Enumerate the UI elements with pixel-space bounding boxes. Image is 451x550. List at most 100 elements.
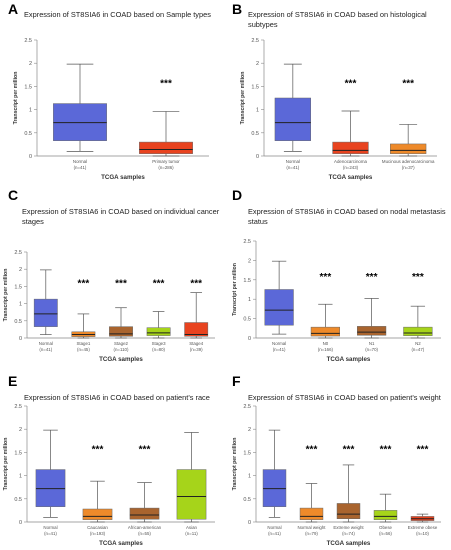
sample-count-label: (n=47) [411, 347, 424, 352]
x-tick-label: N2 [415, 341, 421, 346]
x-tick-label: Normal [286, 159, 300, 164]
box [357, 326, 387, 336]
x-tick-label: Extreme obese [408, 525, 438, 530]
box-group-1: Normal(n=41) [33, 269, 58, 352]
box-group-1: Normal(n=41) [35, 429, 66, 536]
significance-marker: *** [78, 278, 90, 289]
y-tick-label: 1 [256, 108, 259, 114]
sample-count-label: (n=56) [379, 531, 392, 536]
sample-count-label: (n=41) [286, 165, 299, 170]
box-group-4: *** Obese(n=56) [373, 444, 398, 536]
sample-count-label: (n=74) [342, 531, 355, 536]
sample-count-label: (n=41) [268, 531, 281, 536]
y-axis-label: Transcript per million [3, 438, 9, 491]
significance-marker: *** [160, 78, 172, 89]
x-tick-label: Normal [267, 525, 281, 530]
box [299, 507, 324, 520]
panel-letter: A [8, 1, 18, 17]
significance-marker: *** [306, 444, 318, 455]
chart-title: Expression of ST8SIA6 in COAD based on h… [248, 10, 427, 19]
box [129, 507, 160, 520]
box-group-3: *** Stage2(n=110) [109, 278, 133, 352]
y-tick-label: 2.5 [14, 250, 22, 256]
panel-c: C Expression of ST8SIA6 in COAD based on … [3, 187, 220, 363]
sample-count-label: (n=286) [158, 165, 174, 170]
box-group-3: *** Extreme weight(n=74) [333, 444, 364, 536]
y-tick-label: 1 [248, 297, 251, 303]
y-tick-label: 2 [19, 267, 22, 273]
sample-count-label: (n=10) [416, 531, 429, 536]
x-tick-label: Stage1 [76, 341, 90, 346]
significance-marker: *** [153, 278, 165, 289]
significance-marker: *** [92, 444, 104, 455]
box-group-2: *** Stage1(n=45) [71, 278, 96, 352]
y-tick-label: 1 [19, 302, 22, 308]
y-tick-label: 2.5 [243, 239, 251, 245]
y-tick-label: 2.5 [243, 404, 251, 410]
y-tick-label: 1.5 [14, 284, 22, 290]
sample-count-label: (n=37) [402, 165, 415, 170]
sample-count-label: (n=11) [185, 531, 198, 536]
y-tick-label: 1 [29, 108, 32, 114]
x-tick-label: Normal [39, 341, 53, 346]
box-group-4: *** Stage3(n=80) [146, 278, 171, 352]
significance-marker: *** [402, 78, 414, 89]
y-tick-label: 1.5 [243, 450, 251, 456]
x-tick-label: Normal [272, 341, 286, 346]
chart-title: Expression of ST8SIA6 in COAD based on i… [22, 207, 220, 216]
panel-b: B Expression of ST8SIA6 in COAD based on … [232, 1, 437, 181]
panel-e: E Expression of ST8SIA6 in COAD based on … [3, 373, 215, 547]
panel-letter: E [8, 373, 17, 389]
box [332, 141, 369, 154]
x-tick-label: Obese [379, 525, 392, 530]
box-group-4: *** N2(n=47) [403, 272, 433, 352]
sample-count-label: (n=41) [44, 531, 57, 536]
sample-count-label: (n=55) [138, 531, 151, 536]
y-tick-label: 1 [248, 474, 251, 480]
y-tick-label: 2 [248, 258, 251, 264]
sample-count-label: (n=41) [74, 165, 87, 170]
panel-f: F Expression of ST8SIA6 in COAD based on … [232, 373, 441, 547]
box [33, 298, 58, 327]
y-axis-label: Transcript per million [13, 72, 19, 125]
sample-count-label: (n=41) [39, 347, 52, 352]
sample-count-label: (n=243) [343, 165, 359, 170]
x-tick-label: Normal [73, 159, 87, 164]
box-group-3: *** Mucinous adenocarcinoma(n=37) [382, 78, 435, 170]
box-group-2: *** Adenocarcinoma(n=243) [332, 78, 369, 170]
y-tick-label: 2 [248, 427, 251, 433]
x-tick-label: Normal weight [297, 525, 326, 530]
chart-title: Expression of ST8SIA6 in COAD based on p… [24, 393, 210, 402]
sample-count-label: (n=80) [152, 347, 165, 352]
box [176, 469, 207, 520]
box-group-1: Normal(n=41) [264, 260, 294, 352]
panel-letter: F [232, 373, 241, 389]
box [274, 97, 311, 141]
significance-marker: *** [190, 278, 202, 289]
significance-marker: *** [343, 444, 355, 455]
x-tick-label: African-american [128, 525, 162, 530]
y-axis-label: Transcript per million [232, 438, 238, 491]
x-tick-label: Asian [186, 525, 198, 530]
box-group-2: *** Normal weight(n=79) [297, 444, 326, 536]
y-tick-label: 0.5 [24, 131, 32, 137]
box [146, 327, 171, 336]
y-tick-label: 1 [19, 474, 22, 480]
box [109, 326, 133, 337]
x-axis-label: TCGA samples [327, 356, 371, 363]
x-tick-label: N1 [369, 341, 375, 346]
x-tick-label: Adenocarcinoma [334, 159, 368, 164]
x-axis-label: TCGA samples [99, 540, 143, 547]
y-tick-label: 0.5 [243, 317, 251, 323]
y-tick-label: 0.5 [14, 497, 22, 503]
y-tick-label: 2 [256, 61, 259, 67]
x-tick-label: Stage3 [152, 341, 166, 346]
y-tick-label: 0.5 [251, 131, 259, 137]
x-tick-label: Caucasian [87, 525, 108, 530]
box-group-3: *** N1(n=70) [357, 272, 387, 352]
box-group-5: *** Extreme obese(n=10) [408, 444, 438, 536]
box-group-5: *** Stage4(n=39) [184, 278, 209, 352]
significance-marker: *** [417, 444, 429, 455]
chart-title: Expression of ST8SIA6 in COAD based on n… [248, 207, 446, 216]
box-group-1: Normal(n=41) [274, 63, 311, 170]
